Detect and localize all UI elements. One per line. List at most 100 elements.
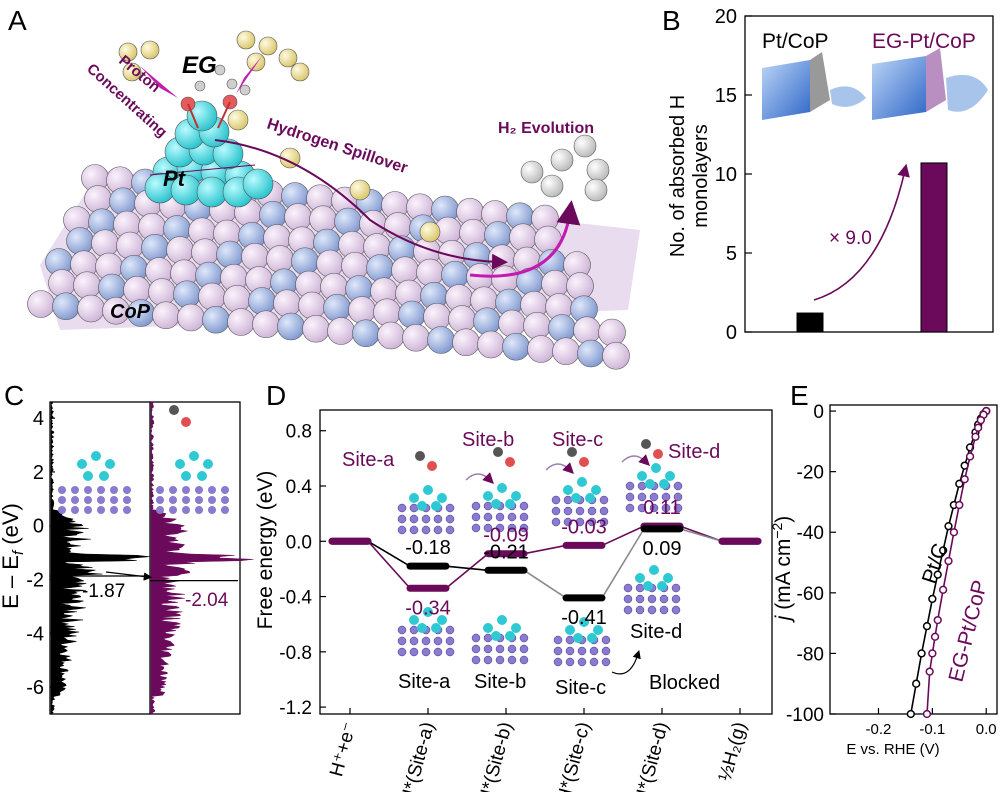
cop-atom	[498, 309, 526, 338]
eg-label: EG	[182, 52, 217, 79]
cop-atom	[223, 284, 251, 313]
d-slab-atom	[577, 657, 587, 667]
c-label-pt-cop: -1.87	[82, 581, 125, 602]
d-eg-c	[415, 451, 425, 461]
d-slab-atom	[649, 492, 659, 502]
d-connector	[445, 553, 489, 589]
eg-h-atom	[214, 64, 226, 76]
h-atom	[140, 40, 160, 60]
b-ytick-label: 5	[726, 243, 737, 265]
d-slab-atom	[623, 605, 633, 615]
d-pt-atom	[511, 491, 521, 501]
e-xtick-label: -0.1	[919, 721, 945, 738]
d-slab-atom	[409, 525, 419, 535]
d-slab-atom	[433, 636, 443, 646]
c-inset-atom	[221, 496, 229, 504]
d-slab-atom	[649, 503, 659, 513]
d-pt-atom	[637, 471, 647, 481]
d-pt-atom	[635, 573, 645, 583]
d-slab-atom	[445, 503, 455, 513]
c-inset-pt	[203, 459, 213, 469]
c-inset-o	[181, 417, 191, 427]
d-slab-atom	[551, 517, 561, 527]
c-inset-atom	[97, 486, 105, 494]
cop-atom	[477, 330, 505, 359]
c-inset-atom	[123, 496, 131, 504]
c-inset-atom	[84, 496, 92, 504]
d-slab-atom	[471, 501, 481, 511]
cop-atom	[141, 233, 169, 262]
c-inset-pt	[189, 451, 199, 461]
d-frame	[319, 409, 773, 715]
b-ytick-label: 10	[715, 164, 737, 186]
cop-atom	[302, 314, 330, 343]
d-pt-atom	[659, 479, 669, 489]
c-inset-pt	[175, 459, 185, 469]
e-point	[912, 679, 921, 688]
d-slab-atom	[647, 605, 657, 615]
h-atom	[246, 52, 266, 72]
d-eg-c	[493, 447, 503, 457]
e-point	[955, 500, 964, 510]
d-connector	[367, 540, 411, 567]
d-pt-atom	[571, 493, 581, 503]
h-atom	[236, 30, 256, 50]
e-point	[917, 649, 926, 658]
c-inset-atom	[182, 486, 190, 494]
d-slab-atom	[397, 503, 407, 513]
b-ylabel-line1: No. of absorbed H	[667, 95, 689, 257]
b-bars	[796, 162, 948, 333]
d-slab-atom	[625, 503, 635, 513]
panel-d-label: D	[266, 380, 286, 411]
h2-evolution-label: H₂ Evolution	[498, 120, 594, 137]
e-point	[944, 556, 953, 566]
proton-bolt-2	[236, 56, 262, 94]
d-slab-atom	[483, 512, 493, 522]
d-slab-atom	[433, 647, 443, 657]
d-slab-atom	[519, 501, 529, 511]
d-connector	[679, 528, 723, 543]
cop-atom	[484, 221, 512, 249]
d-slab-atom	[397, 525, 407, 535]
cop-atom	[552, 337, 580, 366]
c-ytick-label: -6	[26, 677, 44, 699]
d-pt-atom	[431, 501, 441, 511]
d-slab-atom	[565, 657, 575, 667]
e-point	[960, 475, 969, 484]
cop-atom	[509, 223, 537, 252]
d-pt-atom	[643, 581, 653, 591]
d-pt-atom	[579, 617, 589, 627]
b-ytick-label: 0	[726, 322, 737, 344]
d-pt-atom	[497, 483, 507, 493]
h2-atom	[573, 134, 597, 158]
cop-atom	[402, 323, 430, 352]
e-point	[955, 479, 964, 488]
eg-h-atom	[239, 84, 251, 96]
d-ytick-label: 0.0	[286, 532, 312, 553]
cop-atom	[191, 238, 219, 267]
d-site-a-bottom: Site-a	[398, 671, 451, 693]
b-cube-1	[762, 60, 810, 120]
panel-b-inset-illustration	[762, 48, 988, 120]
d-slab-atom	[577, 646, 587, 656]
e-point	[971, 432, 980, 441]
c-inset-atom	[84, 486, 92, 494]
d-slab-atom	[623, 583, 633, 593]
d-site-b-bottom: Site-b	[474, 671, 526, 693]
d-structure-insets	[397, 439, 683, 675]
c-inset-atom	[169, 506, 177, 514]
d-slab-atom	[551, 495, 561, 505]
d-pt-atom	[491, 631, 501, 641]
spill-h-atom	[349, 179, 371, 201]
cop-atom	[348, 296, 376, 324]
d-value-label: -0.21	[483, 541, 529, 563]
cop-atom	[148, 278, 176, 306]
c-inset-atom	[221, 486, 229, 494]
d-xtick-label: H⁺+e⁻	[326, 720, 361, 779]
d-slab-atom	[647, 594, 657, 604]
d-slab-atom	[483, 655, 493, 665]
d-pt-atom	[431, 623, 441, 633]
cop-atom	[173, 280, 201, 309]
d-slab-atom	[575, 517, 585, 527]
d-slab-atom	[673, 503, 683, 513]
